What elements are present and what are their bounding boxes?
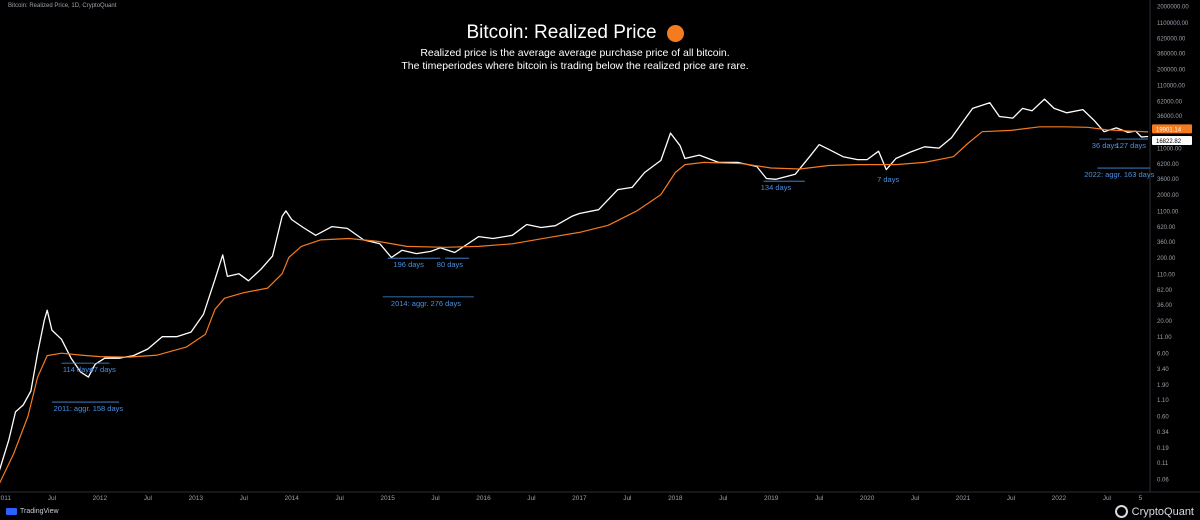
x-tick-label: 2013 <box>189 495 204 502</box>
y-tick-label: 62000.00 <box>1157 99 1183 105</box>
cryptoquant-logo[interactable]: CryptoQuant <box>1114 505 1194 518</box>
y-tick-label: 200.00 <box>1157 256 1176 262</box>
x-tick-label: Jul <box>815 495 824 502</box>
y-tick-label: 360.00 <box>1157 240 1176 246</box>
annotation-label: 127 days <box>1116 141 1147 150</box>
y-tick-label: 1100000.00 <box>1157 21 1189 27</box>
orange-circle-icon <box>666 24 684 42</box>
tradingview-icon <box>6 508 17 515</box>
y-tick-label: 6.00 <box>1157 352 1169 358</box>
y-tick-label: 2000000.00 <box>1157 5 1189 11</box>
chart-subtitle: Realized price is the average average pu… <box>0 47 1150 73</box>
chart-title-wrap: Bitcoin: Realized Price <box>0 22 1150 44</box>
y-tick-label: 0.19 <box>1157 446 1169 452</box>
last-value-label: 16822.82 <box>1156 139 1182 145</box>
y-tick-label: 0.06 <box>1157 477 1169 483</box>
y-tick-label: 2000.00 <box>1157 193 1179 199</box>
x-tick-label: 2021 <box>956 495 971 502</box>
annotation-label: 7 days <box>877 175 899 184</box>
annotation-label: 36 days <box>1092 141 1119 150</box>
tradingview-logo[interactable]: TradingView <box>6 508 59 515</box>
x-tick-label: Jul <box>623 495 632 502</box>
x-tick-label: 2014 <box>284 495 299 502</box>
annotation-label: 80 days <box>437 260 464 269</box>
y-tick-label: 11000.00 <box>1157 147 1182 153</box>
x-tick-label: 2017 <box>572 495 587 502</box>
y-tick-label: 200000.00 <box>1157 67 1186 73</box>
btc-price-line <box>0 98 1149 471</box>
y-tick-label: 1.10 <box>1157 398 1169 404</box>
annotation-label: 196 days <box>393 260 424 269</box>
x-tick-label: Jul <box>719 495 728 502</box>
chart-header-label: Bitcoin: Realized Price, 1D, CryptoQuant <box>8 3 117 9</box>
tradingview-label: TradingView <box>20 508 59 515</box>
y-tick-label: 36000.00 <box>1157 114 1183 120</box>
x-tick-label: Jul <box>1103 495 1112 502</box>
annotation-label: 114 days <box>63 365 93 374</box>
subtitle-line-2: The timeperiodes where bitcoin is tradin… <box>401 60 749 72</box>
last-value-layer: 19901.14 16822.82 <box>1152 124 1192 145</box>
annotation-label: 2014: aggr. 276 days <box>391 299 461 308</box>
y-tick-label: 620000.00 <box>1157 36 1186 42</box>
last-value-badge <box>1152 135 1192 145</box>
last-value-label: 19901.14 <box>1156 127 1182 133</box>
y-tick-label: 20.00 <box>1157 319 1173 325</box>
y-tick-label: 1100.00 <box>1157 209 1179 215</box>
realized-price-line <box>0 126 1149 484</box>
y-tick-label: 3600.00 <box>1157 177 1179 183</box>
y-tick-label: 36.00 <box>1157 303 1173 309</box>
x-tick-label: Jul <box>1007 495 1016 502</box>
annotation-label: 2011: aggr. 158 days <box>54 404 124 413</box>
cryptoquant-label: CryptoQuant <box>1131 505 1194 518</box>
x-tick-label: 2019 <box>764 495 779 502</box>
y-tick-label: 62.00 <box>1157 288 1173 294</box>
x-tick-label: Jul <box>527 495 536 502</box>
x-tick-label: 2022 <box>1052 495 1067 502</box>
x-tick-label: 2018 <box>668 495 683 502</box>
x-tick-label: 2011 <box>0 495 11 502</box>
series-layer <box>0 98 1149 484</box>
y-tick-label: 360000.00 <box>1157 51 1186 57</box>
x-tick-label: Jul <box>144 495 153 502</box>
x-tick-label: Jul <box>335 495 344 502</box>
y-tick-label: 0.34 <box>1157 430 1169 436</box>
last-value-badge <box>1152 124 1192 134</box>
x-tick-label: Jul <box>431 495 440 502</box>
annotation-label: 134 days <box>761 183 792 192</box>
y-tick-label: 110.00 <box>1157 272 1176 278</box>
x-tick-label: 2016 <box>476 495 491 502</box>
cryptoquant-icon <box>1114 505 1128 518</box>
x-tick-label: 2020 <box>860 495 875 502</box>
y-tick-label: 3.40 <box>1157 367 1169 373</box>
y-tick-label: 6200.00 <box>1157 162 1179 168</box>
x-tick-label: Jul <box>911 495 920 502</box>
x-tick-label: 2015 <box>380 495 395 502</box>
y-tick-label: 0.11 <box>1157 461 1169 467</box>
y-tick-label: 620.00 <box>1157 225 1176 231</box>
x-tick-label: 5 <box>1139 495 1143 502</box>
y-tick-label: 110000.00 <box>1157 84 1186 90</box>
x-tick-label: Jul <box>240 495 249 502</box>
x-tick-label: Jul <box>48 495 57 502</box>
y-tick-label: 0.60 <box>1157 415 1169 421</box>
chart-title: Bitcoin: Realized Price <box>466 22 657 43</box>
y-tick-label: 1.90 <box>1157 383 1169 389</box>
annotation-label: 2022: aggr. 163 days <box>1084 170 1154 179</box>
subtitle-line-1: Realized price is the average average pu… <box>420 47 730 59</box>
y-tick-label: 11.00 <box>1157 335 1172 341</box>
time-axis[interactable]: 2011 Jul 2012 Jul 2013 Jul 2014 Jul 2015 Jul 2016 J… <box>0 495 1143 502</box>
price-axis[interactable]: 2000000.00 1100000.00 620000.00 360000.00 20… <box>1157 5 1189 484</box>
chart-title-row: Bitcoin: Realized Price <box>466 22 684 44</box>
annotation-label: 47 days <box>90 365 117 374</box>
x-tick-label: 2012 <box>93 495 108 502</box>
